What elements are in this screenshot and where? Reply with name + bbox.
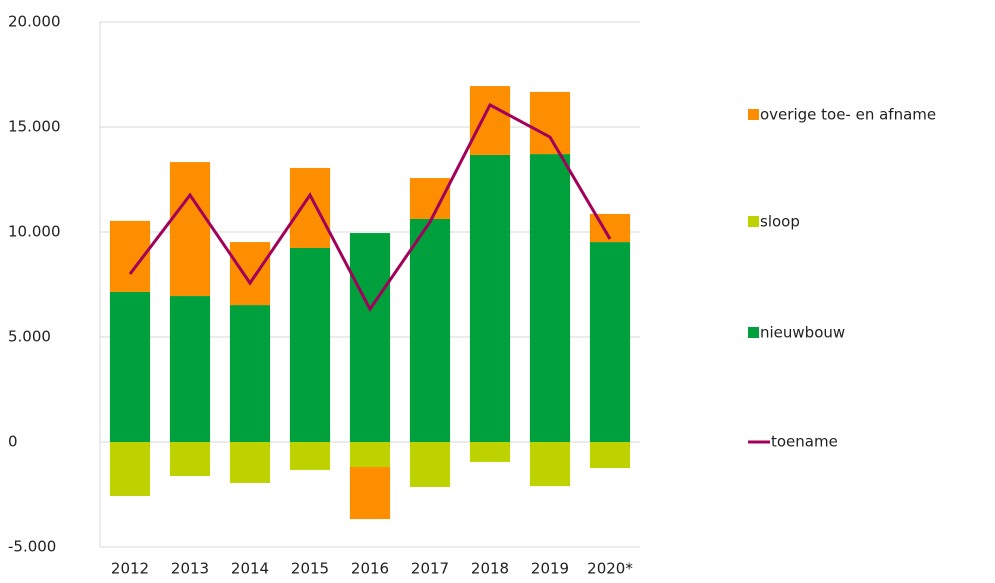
legend-swatch (748, 216, 759, 227)
bar (109, 291, 151, 442)
bar (409, 218, 451, 442)
x-tick-label: 2014 (231, 560, 269, 578)
y-tick-label: -5.000 (8, 538, 56, 556)
bar (349, 442, 391, 467)
bar (289, 442, 331, 470)
bar (289, 167, 331, 248)
line (128, 102, 612, 312)
legend-label: nieuwbouw (760, 324, 845, 342)
bar (589, 242, 631, 442)
bar (169, 442, 211, 477)
bar (469, 86, 511, 155)
bar (229, 442, 271, 483)
bar (589, 442, 631, 469)
x-tick-label: 2013 (171, 560, 209, 578)
bar (409, 178, 451, 219)
legend-label: toename (771, 433, 838, 451)
bar (349, 233, 391, 442)
legend-label: overige toe- en afname (760, 106, 936, 124)
y-tick-label: 5.000 (8, 328, 51, 346)
bar (529, 91, 571, 155)
bar (169, 296, 211, 442)
x-tick-label: 2019 (531, 560, 569, 578)
x-tick-label: 2017 (411, 560, 449, 578)
legend-swatch (748, 327, 759, 338)
y-tick-label: 20.000 (8, 13, 61, 31)
bar (409, 442, 451, 487)
x-tick-label: 2016 (351, 560, 389, 578)
y-tick-label: 0 (8, 433, 18, 451)
x-tick-label: 2015 (291, 560, 329, 578)
x-tick-label: 2012 (111, 560, 149, 578)
bar (229, 242, 271, 306)
bar (529, 442, 571, 487)
y-tick-label: 15.000 (8, 118, 61, 136)
bar (289, 247, 331, 442)
x-tick-label: 2018 (471, 560, 509, 578)
legend-swatch (748, 109, 759, 120)
y-tick-label: 10.000 (8, 223, 61, 241)
bar (469, 154, 511, 442)
x-tick-label: 2020* (587, 560, 633, 578)
legend-label: sloop (760, 213, 800, 231)
bar (469, 442, 511, 462)
bar (229, 305, 271, 442)
bar (349, 466, 391, 520)
bar (109, 442, 151, 496)
bar (529, 154, 571, 442)
bar (169, 162, 211, 297)
